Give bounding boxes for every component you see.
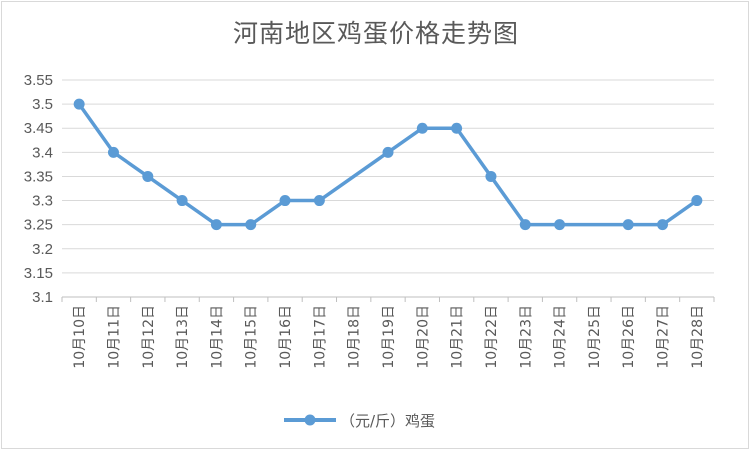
x-axis	[61, 296, 715, 302]
y-tick-label: 3.3	[32, 193, 53, 210]
data-point	[622, 219, 634, 231]
data-point	[107, 146, 119, 158]
y-tick-label: 3.5	[32, 96, 53, 113]
y-tick-label: 3.15	[24, 265, 53, 282]
x-tick-label: 10月20日	[415, 305, 431, 369]
data-point	[245, 219, 257, 231]
y-tick-label: 3.4	[32, 144, 53, 161]
y-tick-label: 3.45	[24, 120, 53, 137]
data-point	[519, 219, 531, 231]
x-tick-label: 10月14日	[209, 305, 225, 369]
data-point	[416, 122, 428, 134]
x-tick-label: 10月21日	[450, 305, 466, 369]
data-point	[657, 219, 669, 231]
series-layer	[73, 98, 703, 231]
legend-label: （元/斤）鸡蛋	[340, 412, 435, 430]
data-point	[142, 170, 154, 182]
x-tick-label: 10月15日	[244, 305, 260, 369]
x-tick-label: 10月24日	[553, 305, 569, 369]
data-point	[691, 195, 703, 207]
x-tick-label: 10月25日	[587, 305, 603, 369]
y-tick-label: 3.25	[24, 217, 53, 234]
data-point	[176, 195, 188, 207]
x-tick-label: 10月10日	[72, 305, 88, 369]
data-point	[313, 195, 325, 207]
x-tick-label: 10月12日	[141, 305, 157, 369]
y-tick-label: 3.55	[24, 72, 53, 89]
gridlines	[62, 79, 714, 298]
legend: （元/斤）鸡蛋	[284, 412, 435, 430]
x-tick-label: 10月17日	[312, 305, 328, 369]
x-tick-label: 10月23日	[518, 305, 534, 369]
legend-marker	[304, 414, 316, 426]
data-point	[210, 219, 222, 231]
data-point	[451, 122, 463, 134]
x-tick-label: 10月13日	[175, 305, 191, 369]
y-tick-label: 3.35	[24, 168, 53, 185]
data-point	[73, 98, 85, 110]
data-point	[279, 195, 291, 207]
chart-title: 河南地区鸡蛋价格走势图	[232, 19, 519, 48]
series-line	[77, 102, 699, 227]
x-tick-label: 10月27日	[656, 305, 672, 369]
y-tick-label: 3.1	[32, 289, 53, 306]
x-tick-label: 10月11日	[106, 305, 122, 369]
x-tick-label: 10月19日	[381, 305, 397, 369]
y-tick-labels: 3.1 3.15 3.2 3.25 3.3 3.35 3.4 3.45 3.5 3.55	[24, 72, 53, 306]
x-tick-label: 10月16日	[278, 305, 294, 369]
data-point	[382, 146, 394, 158]
data-point	[554, 219, 566, 231]
data-point	[485, 170, 497, 182]
x-tick-label: 10月28日	[690, 305, 706, 369]
x-tick-label: 10月18日	[347, 305, 363, 369]
x-tick-label: 10月26日	[621, 305, 637, 369]
y-tick-label: 3.2	[32, 241, 53, 258]
x-tick-label: 10月22日	[484, 305, 500, 369]
x-tick-labels: 10月10日 10月11日 10月12日 10月13日 10月14日 10月15日 10月1…	[72, 305, 706, 369]
